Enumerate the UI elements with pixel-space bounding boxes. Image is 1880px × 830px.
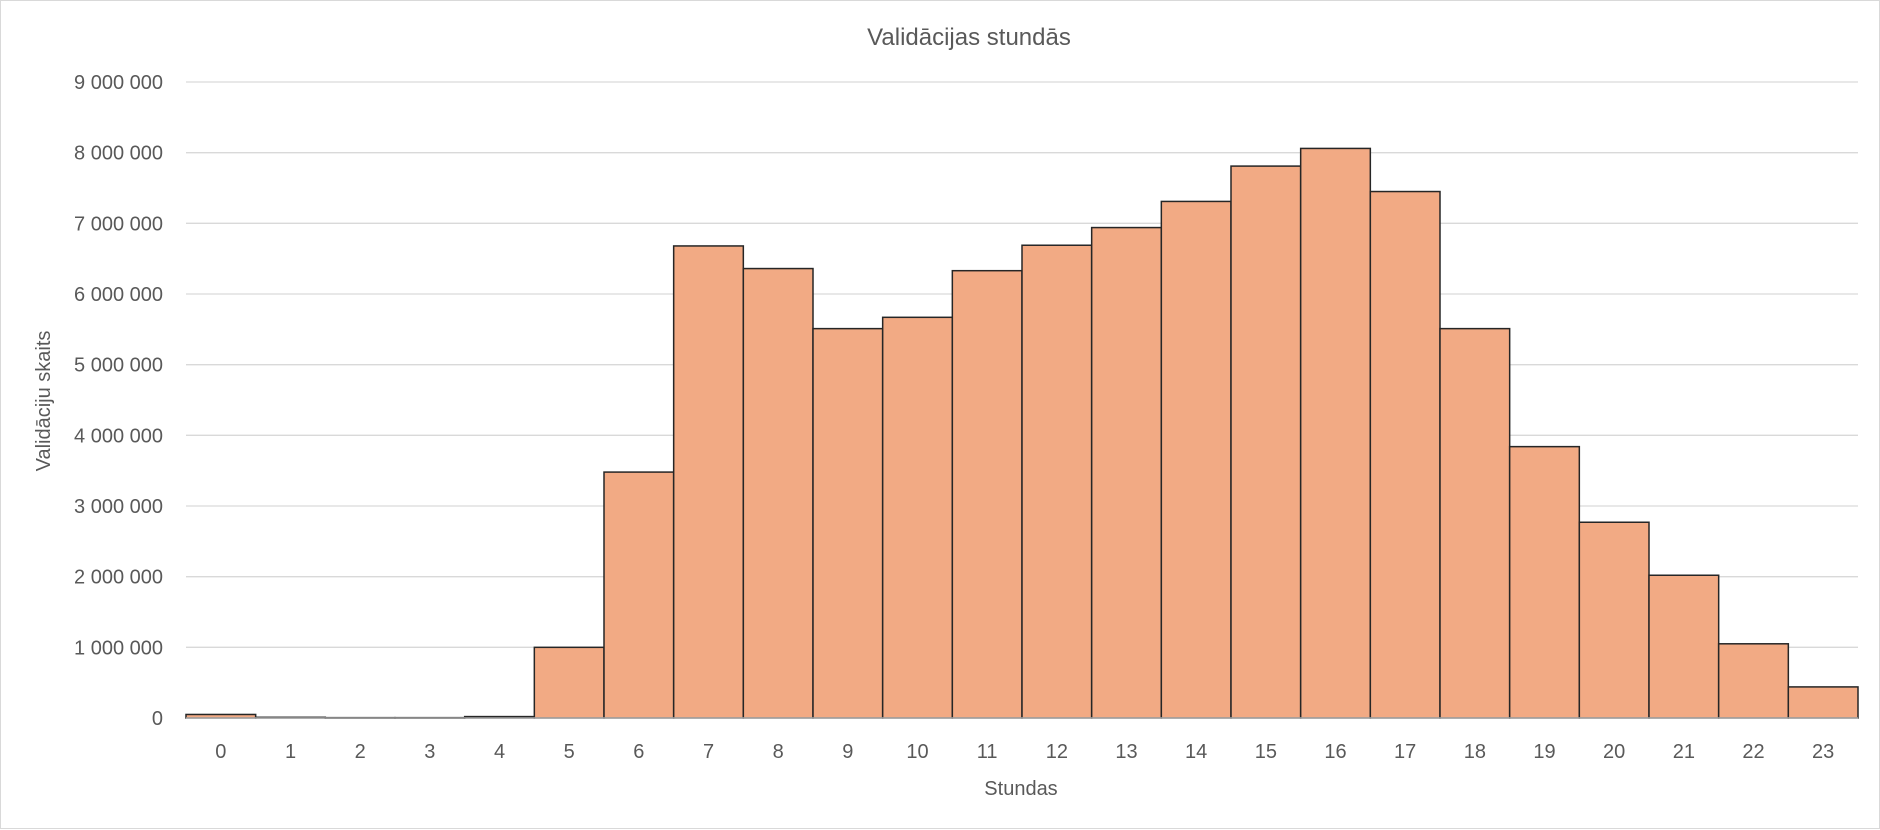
x-tick-label: 17 [1394, 741, 1416, 763]
x-tick-label: 11 [977, 741, 998, 763]
x-tick-label: 18 [1464, 741, 1486, 763]
x-tick-label: 16 [1324, 741, 1346, 763]
y-tick-label: 2 000 000 [74, 567, 163, 589]
bar-hour-23 [1787, 686, 1859, 719]
x-tick-label: 3 [424, 741, 435, 763]
bar-hour-19 [1508, 445, 1581, 719]
bars [185, 147, 1859, 719]
x-tick-label: 12 [1046, 741, 1068, 763]
x-axis-title: Stundas [984, 778, 1057, 800]
x-tick-label: 19 [1533, 741, 1555, 763]
bar-hour-9 [812, 327, 884, 719]
x-tick-label: 22 [1742, 741, 1764, 763]
y-tick-label: 1 000 000 [74, 637, 163, 659]
bar-hour-20 [1578, 521, 1650, 719]
bar-hour-15 [1230, 165, 1302, 719]
y-tick-label: 9 000 000 [74, 72, 163, 94]
x-tick-label: 13 [1115, 741, 1137, 763]
x-tick-label: 8 [773, 741, 784, 763]
bar-hour-22 [1717, 643, 1790, 719]
x-tick-label: 6 [633, 741, 644, 763]
bar-hour-16 [1299, 147, 1372, 719]
y-axis-title: Validāciju skaits [33, 331, 55, 472]
y-tick-label: 7 000 000 [74, 213, 163, 235]
x-tick-label: 0 [215, 741, 226, 763]
y-tick-label: 4 000 000 [74, 425, 163, 447]
x-tick-labels: 0 1 2 3 4 5 6 7 8 9 10 11 12 13 14 15 16 17 18 19 20 21 22 23 [215, 741, 1834, 763]
bar-hour-5 [533, 646, 605, 719]
y-tick-label: 6 000 000 [74, 284, 163, 306]
x-tick-label: 7 [703, 741, 714, 763]
x-tick-label: 20 [1603, 741, 1625, 763]
x-tick-label: 10 [906, 741, 928, 763]
bar-hour-6 [603, 471, 675, 719]
bar-hour-11 [951, 269, 1023, 719]
y-tick-label: 8 000 000 [74, 143, 163, 165]
x-tick-label: 4 [494, 741, 505, 763]
bar-hour-18 [1439, 327, 1511, 719]
x-tick-label: 14 [1185, 741, 1207, 763]
bar-hour-21 [1648, 574, 1720, 719]
bar-hour-14 [1160, 200, 1232, 719]
bar-hour-10 [881, 316, 954, 719]
bar-hour-7 [672, 245, 745, 719]
chart-title: Validācijas stundās [867, 24, 1071, 51]
y-tick-label: 5 000 000 [74, 355, 163, 377]
x-tick-label: 2 [355, 741, 366, 763]
x-tick-label: 21 [1673, 741, 1695, 763]
bar-hour-12 [1021, 244, 1093, 719]
x-tick-label: 1 [285, 741, 296, 763]
x-tick-label: 9 [842, 741, 853, 763]
bar-hour-8 [742, 267, 814, 719]
x-tick-label: 5 [564, 741, 575, 763]
y-tick-label: 3 000 000 [74, 496, 163, 518]
bar-hour-17 [1369, 190, 1441, 719]
y-tick-label: 0 [152, 708, 163, 730]
bar-hour-13 [1090, 226, 1163, 719]
y-tick-labels: 0 1 000 000 2 000 000 3 000 000 4 000 000 5 0… [74, 72, 163, 730]
x-tick-label: 15 [1255, 741, 1277, 763]
x-tick-label: 23 [1812, 741, 1834, 763]
